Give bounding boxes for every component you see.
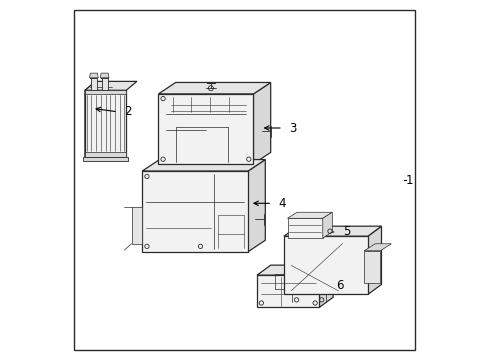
Polygon shape	[257, 275, 319, 307]
Polygon shape	[319, 265, 332, 307]
Text: 5: 5	[343, 225, 350, 238]
Polygon shape	[100, 73, 109, 78]
Polygon shape	[85, 90, 126, 157]
Polygon shape	[364, 251, 380, 283]
Polygon shape	[322, 212, 332, 238]
Text: 1: 1	[405, 174, 412, 186]
Text: 6: 6	[335, 279, 343, 292]
Polygon shape	[257, 265, 332, 275]
Polygon shape	[284, 236, 367, 294]
Polygon shape	[247, 159, 265, 252]
Polygon shape	[142, 159, 265, 171]
Polygon shape	[158, 94, 253, 164]
Polygon shape	[91, 78, 97, 90]
Polygon shape	[85, 152, 126, 157]
Polygon shape	[85, 81, 96, 157]
Text: 2: 2	[124, 105, 132, 118]
Polygon shape	[142, 171, 247, 252]
Polygon shape	[85, 81, 137, 90]
Polygon shape	[287, 212, 332, 218]
Polygon shape	[158, 82, 270, 94]
Polygon shape	[102, 78, 107, 90]
Polygon shape	[364, 244, 390, 251]
Polygon shape	[85, 90, 126, 94]
Polygon shape	[253, 82, 270, 164]
Text: 4: 4	[278, 197, 285, 210]
Text: 3: 3	[289, 122, 296, 135]
Polygon shape	[284, 226, 381, 236]
Polygon shape	[287, 218, 322, 238]
Polygon shape	[131, 207, 142, 244]
Polygon shape	[83, 157, 128, 161]
Polygon shape	[367, 226, 381, 294]
Polygon shape	[89, 73, 98, 78]
